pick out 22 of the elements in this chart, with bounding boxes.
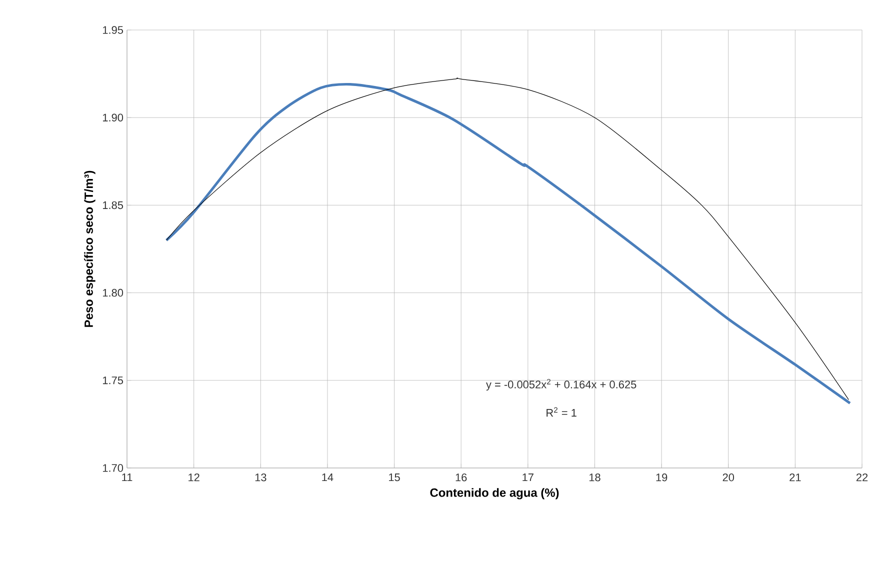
x-tick-label: 14 [322, 474, 334, 482]
y-tick-label: 1.80 [102, 288, 124, 297]
x-tick-label: 19 [656, 474, 668, 482]
y-tick-label: 1.70 [102, 464, 124, 472]
annotation: y = -0.0052x$^{2}$ + 0.164x + 0.625 [486, 378, 636, 391]
x-tick-label: 21 [790, 474, 801, 482]
x-tick-label: 20 [722, 474, 734, 482]
x-tick-label: 18 [589, 474, 600, 482]
x-tick-label: 17 [522, 474, 534, 482]
x-tick-label: 12 [188, 474, 200, 482]
y-tick-label: 1.95 [102, 26, 124, 34]
y-tick-label: 1.75 [102, 376, 124, 384]
y-tick-label: 1.85 [102, 201, 124, 210]
y-axis-title: Peso específico seco (T/m³) [84, 170, 96, 327]
x-tick-label: 13 [255, 474, 266, 482]
x-tick-label: 16 [456, 474, 467, 482]
x-tick-label: 22 [856, 474, 868, 482]
y-tick-label: 1.90 [102, 114, 124, 122]
x-tick-label: 11 [122, 474, 132, 482]
annotation: R$^{2}$ = 1 [546, 407, 576, 417]
x-axis-title: Contenido de agua (%) [430, 488, 559, 500]
x-tick-label: 15 [389, 474, 400, 482]
